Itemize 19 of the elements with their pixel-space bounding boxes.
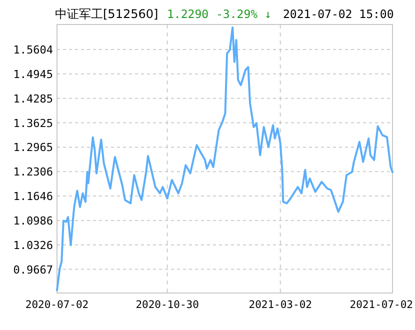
y-tick-label: 1.0326 xyxy=(13,238,53,252)
y-tick-label: 1.4285 xyxy=(13,92,53,106)
y-tick-label: 1.5604 xyxy=(13,44,54,57)
y-tick-label: 1.2306 xyxy=(13,166,53,179)
y-tick-label: 1.2965 xyxy=(13,141,53,154)
y-tick-label: 1.3625 xyxy=(13,116,53,130)
text: 2021-07-02 15:00 xyxy=(283,7,394,21)
text: 1.2290 xyxy=(167,7,209,21)
y-tick-label: 1.4945 xyxy=(13,68,53,81)
line-series xyxy=(56,26,394,292)
y-tick-label: 1.1646 xyxy=(13,190,53,204)
y-tick-label: 0.9667 xyxy=(13,263,53,276)
x-tick-label: 2020-10-30 xyxy=(136,299,199,311)
x-tick-label: 2020-07-02 xyxy=(25,299,89,311)
x-tick-label: 2021-07-02 xyxy=(350,299,413,311)
chart-title: 中证军工[512560] xyxy=(55,7,158,21)
text: -3.29% ↓ xyxy=(216,7,272,21)
y-tick-label: 1.0986 xyxy=(13,214,53,228)
x-tick-label: 2021-03-02 xyxy=(248,299,312,311)
